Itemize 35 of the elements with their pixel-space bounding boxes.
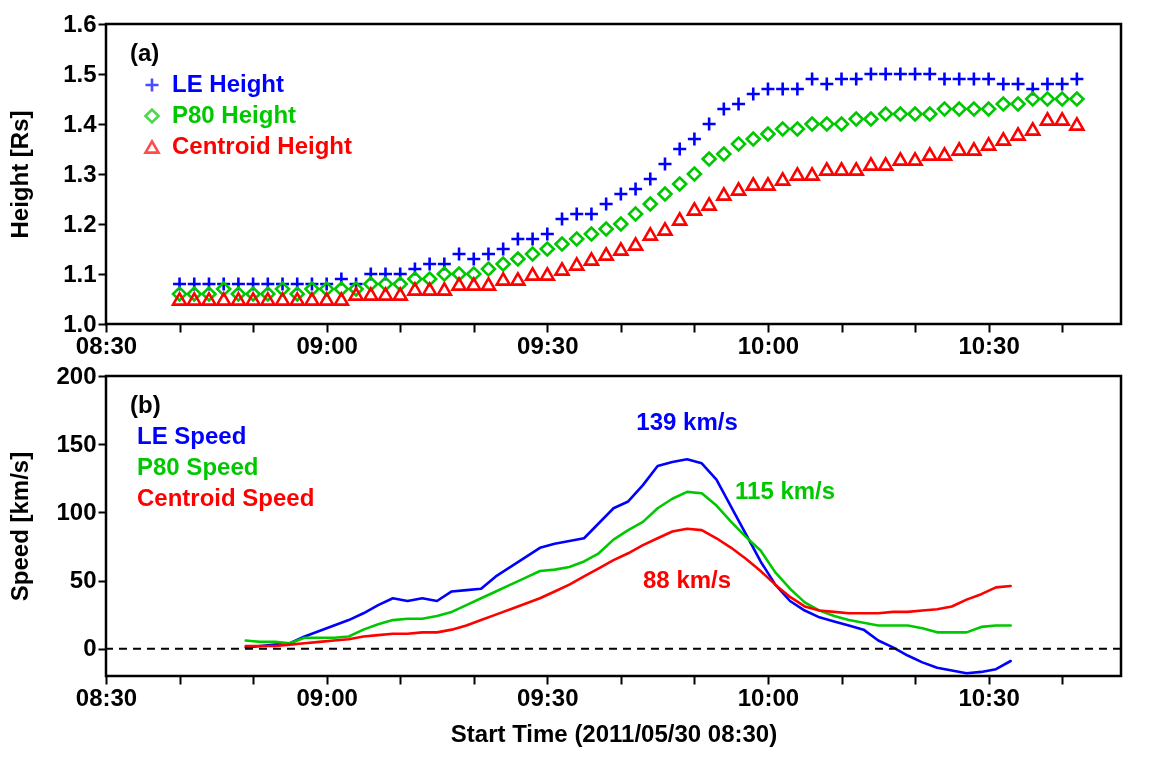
y-tick-label: 100 (56, 497, 97, 525)
y-axis-title: Speed [km/s] (5, 451, 33, 602)
x-tick-label: 09:00 (296, 683, 358, 711)
text: Centroid Speed (137, 484, 315, 511)
x-tick-label: 10:00 (737, 683, 800, 711)
x-tick-label: 09:00 (296, 331, 358, 359)
y-tick-label: 1.5 (63, 59, 97, 87)
annotation: (a) (130, 39, 160, 66)
x-tick-label: 10:30 (958, 331, 1020, 359)
legend-label: Centroid Height (172, 132, 352, 159)
y-tick-label: 50 (69, 566, 97, 594)
legend-label: P80 Height (172, 101, 297, 128)
y-tick-label: 1.2 (63, 209, 97, 237)
y-tick-label: 1.6 (63, 9, 97, 37)
y-tick-label: 1.3 (63, 159, 97, 187)
x-axis-title: Start Time (2011/05/30 08:30) (450, 719, 778, 747)
annotation: (b) (130, 391, 161, 418)
y-axis-title: Height [Rs] (5, 110, 33, 239)
line-series (244, 527, 1012, 648)
x-tick-label: 09:30 (517, 331, 579, 359)
y-tick-label: 200 (56, 361, 97, 389)
x-tick-label: 10:30 (958, 683, 1020, 711)
text: LE Speed (137, 422, 247, 449)
legend-label: LE Height (172, 70, 284, 97)
x-tick-label: 10:00 (737, 331, 800, 359)
x-tick-label: 09:30 (517, 683, 579, 711)
x-tick-label: 08:30 (75, 683, 138, 711)
y-tick-label: 150 (56, 429, 97, 457)
annotation: 115 km/s (735, 476, 836, 504)
y-tick-label: 0 (83, 634, 97, 662)
y-tick-label: 1.4 (63, 109, 98, 137)
annotation: 88 km/s (643, 565, 732, 593)
annotation: 139 km/s (636, 408, 738, 436)
y-tick-label: 1.1 (63, 259, 97, 287)
text: P80 Speed (137, 453, 259, 480)
